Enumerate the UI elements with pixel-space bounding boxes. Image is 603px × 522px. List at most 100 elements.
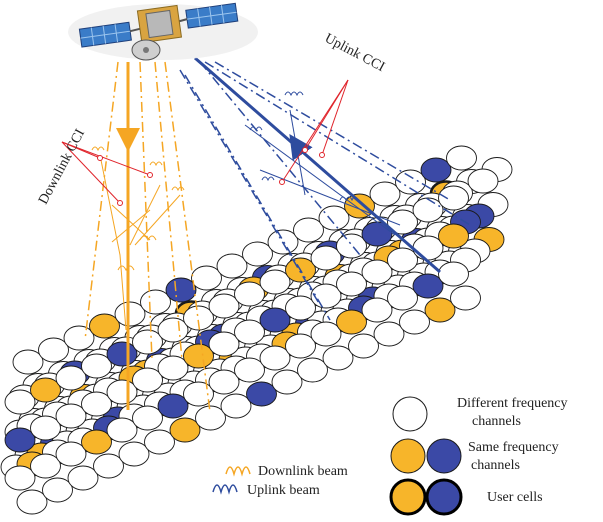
legend-same-freq-blue [426,438,462,474]
cell [30,453,61,479]
cell [242,241,273,267]
cell [412,235,444,261]
same-frequency-cell [165,277,197,303]
cell [361,259,393,285]
cell [285,333,316,359]
cell [361,297,393,323]
legend-downlink-beam: Downlink beam [258,464,348,479]
cell [412,197,444,223]
same-frequency-cell [81,429,112,455]
cell [208,331,240,357]
cell [234,357,265,383]
cell [183,305,214,331]
cell [132,405,163,431]
cell [195,405,226,431]
legend-user-cells: User cells [487,490,543,505]
legend-uplink-beam: Uplink beam [247,483,320,498]
cell [348,333,379,359]
cell [55,365,87,391]
cell [144,429,175,455]
cell [132,367,163,393]
satellite-icon [68,2,258,61]
cell [234,319,265,345]
same-frequency-cell [169,417,201,443]
cell [191,265,222,291]
cell [310,321,342,347]
cell [67,465,99,491]
cell [30,415,61,441]
cell [4,465,36,491]
cell [208,293,240,319]
same-frequency-cell [30,377,61,403]
cell [216,253,248,279]
cell [157,355,189,381]
cell [285,295,316,321]
cell [132,329,163,355]
legend [212,396,463,516]
cell [81,391,112,417]
cell [140,289,171,315]
same-frequency-cell [259,307,291,333]
legend-downlink-beam-icon [225,466,251,477]
cell [42,477,73,503]
cell [55,441,87,467]
same-frequency-cell [412,273,444,299]
cell [446,145,477,171]
cell [387,247,418,273]
cell [293,217,324,243]
cell [373,321,405,347]
cell [336,233,367,259]
cell [157,317,189,343]
same-frequency-cell [106,341,138,367]
legend-different-freq-line2: channels [472,414,521,429]
cell [438,185,469,211]
cell [208,369,240,395]
cell [336,271,367,297]
legend-same-freq-line1: Same frequency [468,440,559,455]
uplink-beams [179,56,471,321]
cell [259,345,291,371]
cell [322,345,354,371]
cell [387,209,418,235]
cell [93,453,124,479]
cell [395,169,426,195]
uplink-cci-pointers [279,79,349,185]
legend-same-freq-line2: channels [471,458,520,473]
cell [114,301,146,327]
cell [16,489,48,515]
cell [220,393,252,419]
same-frequency-cell [420,157,452,183]
same-frequency-cell [344,193,375,219]
cell [55,403,87,429]
same-frequency-cell [246,381,277,407]
same-frequency-cell [424,297,456,323]
cell [4,389,36,415]
cell-grid [0,145,513,515]
legend-different-freq-line1: Different frequency [457,396,568,411]
downlink-cci-pointers [61,141,153,206]
legend-same-freq-orange [390,438,426,474]
cell [310,245,342,271]
legend-different-freq-cell [392,396,428,432]
same-frequency-cell [157,393,189,419]
cell [118,441,150,467]
cell [387,285,418,311]
cell [399,309,430,335]
cell [271,369,303,395]
cell [81,353,112,379]
cell [234,281,265,307]
cell [183,381,214,407]
cell [259,269,291,295]
cell [297,357,328,383]
cell [438,261,469,287]
cell [318,205,350,231]
legend-user-cell-orange [389,478,427,516]
cell [467,168,499,194]
cell [63,325,95,351]
uplink-main-beam [194,56,441,274]
cell [450,285,481,311]
legend-uplink-beam-icon [212,484,238,495]
same-frequency-cell [183,343,214,369]
cell [369,181,401,207]
